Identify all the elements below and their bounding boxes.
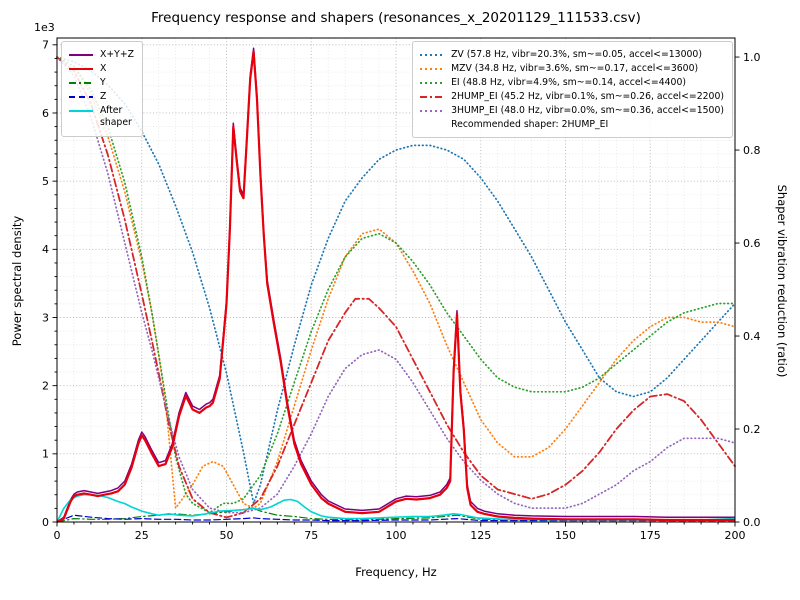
series-z [56, 514, 736, 523]
line-swatch-2hump_ei [420, 96, 445, 99]
series-lines [56, 47, 736, 523]
legend-label-zv: ZV (57.8 Hz, vibr=20.3%, sm~=0.05, accel… [451, 49, 702, 60]
legend-axes: X+Y+Z X Y Z After shaper [61, 41, 143, 138]
line-swatch-3hump_ei [420, 110, 445, 113]
x-axis-label: Frequency, Hz [355, 565, 437, 579]
legend-item-x: X [69, 63, 134, 75]
legend-label-ei: EI (48.8 Hz, vibr=4.9%, sm~=0.14, accel<… [451, 77, 687, 89]
y-right-tick-label: 0.8 [743, 144, 761, 157]
x-tick-label: 175 [640, 529, 661, 542]
legend-shapers: ZV (57.8 Hz, vibr=20.3%, sm~=0.05, accel… [412, 41, 733, 139]
line-swatch-y [69, 82, 93, 85]
recommended-shaper-note: Recommended shaper: 2HUMP_EI [451, 119, 609, 131]
y-right-tick-label: 0.0 [743, 516, 761, 529]
y-left-tick-label: 4 [42, 243, 49, 256]
y-right-tick-label: 0.2 [743, 423, 761, 436]
legend-item-after-shaper: After shaper [69, 105, 134, 129]
line-swatch-ei [420, 82, 445, 85]
legend-item-3hump_ei: 3HUMP_EI (48.0 Hz, vibr=0.0%, sm~=0.36, … [420, 105, 724, 117]
line-swatch-x [69, 68, 93, 71]
legend-item-y: Y [69, 77, 134, 89]
series-x [56, 50, 735, 523]
series-3hump_ei [56, 56, 736, 514]
y-left-axis-label: Power spectral density [10, 215, 24, 347]
y-right-tick-label: 0.6 [743, 237, 761, 250]
y-left-tick-label: 2 [42, 379, 49, 392]
legend-label-2hump_ei: 2HUMP_EI (45.2 Hz, vibr=0.1%, sm~=0.26, … [451, 91, 724, 103]
legend-label-3hump_ei: 3HUMP_EI (48.0 Hz, vibr=0.0%, sm~=0.36, … [451, 105, 724, 117]
y-left-tick-label: 1 [42, 448, 49, 461]
x-tick-label: 100 [386, 529, 407, 542]
x-tick-label: 0 [54, 529, 61, 542]
y-axis-offset-text: 1e3 [34, 21, 55, 34]
y-left-tick-label: 3 [42, 311, 49, 324]
x-tick-label: 50 [220, 529, 234, 542]
legend-label-y: Y [100, 77, 106, 89]
y-left-tick-label: 0 [42, 516, 49, 529]
series-after-shaper [56, 493, 736, 523]
x-tick-label: 150 [555, 529, 576, 542]
series-zv [56, 56, 736, 505]
legend-item-x-y-z: X+Y+Z [69, 49, 134, 61]
line-swatch-mzv [420, 68, 445, 71]
legend-label-x: X [100, 63, 107, 75]
y-left-tick-label: 6 [42, 107, 49, 120]
x-tick-label: 75 [304, 529, 318, 542]
x-tick-label: 200 [725, 529, 746, 542]
line-swatch-z [69, 96, 93, 99]
legend-label-x-y-z: X+Y+Z [100, 49, 134, 60]
line-swatch-after-shaper [69, 110, 93, 113]
line-swatch-x-y-z [69, 54, 93, 56]
series-ei [56, 56, 736, 514]
series-2hump_ei [56, 56, 736, 519]
line-swatch-zv [420, 54, 445, 56]
legend-label-mzv: MZV (34.8 Hz, vibr=3.6%, sm~=0.17, accel… [451, 63, 699, 75]
x-tick-label: 125 [470, 529, 491, 542]
legend-label-z: Z [100, 91, 107, 103]
axes: 0 25 50 75 100 125 150 175 200 0 1 2 3 4 5 6 7 0.0 0.2 0.4 0… [42, 37, 761, 542]
legend-label-after-shaper: After shaper [100, 105, 132, 129]
series-y [56, 507, 736, 523]
chart-title: Frequency response and shapers (resonanc… [151, 10, 641, 26]
y-right-tick-label: 1.0 [743, 51, 761, 64]
legend-item-mzv: MZV (34.8 Hz, vibr=3.6%, sm~=0.17, accel… [420, 63, 724, 75]
grid [57, 38, 736, 522]
y-right-axis-label: Shaper vibration reduction (ratio) [775, 184, 789, 378]
y-left-tick-label: 7 [42, 39, 49, 52]
legend-item-ei: EI (48.8 Hz, vibr=4.9%, sm~=0.14, accel<… [420, 77, 724, 89]
legend-item-zv: ZV (57.8 Hz, vibr=20.3%, sm~=0.05, accel… [420, 49, 724, 61]
legend-item-2hump_ei: 2HUMP_EI (45.2 Hz, vibr=0.1%, sm~=0.26, … [420, 91, 724, 103]
y-left-tick-label: 5 [42, 175, 49, 188]
y-right-tick-label: 0.4 [743, 330, 761, 343]
x-tick-label: 25 [135, 529, 149, 542]
legend-item-z: Z [69, 91, 134, 103]
